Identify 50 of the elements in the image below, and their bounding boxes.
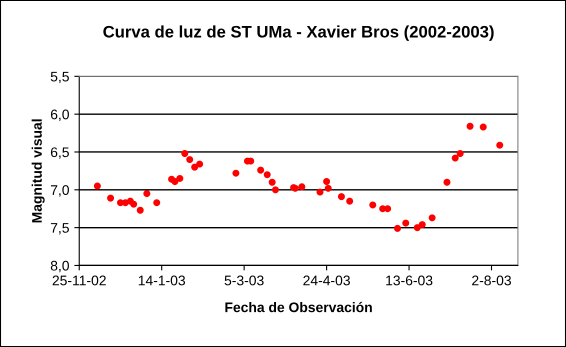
chart-title: Curva de luz de ST UMa - Xavier Bros (2002-2003) bbox=[103, 25, 494, 41]
y-tick-label: 7,5 bbox=[50, 223, 69, 234]
point bbox=[456, 150, 464, 157]
point bbox=[338, 193, 345, 200]
point bbox=[466, 122, 474, 130]
y-axis-title: Magnitud visual bbox=[32, 119, 45, 222]
point bbox=[107, 194, 114, 202]
point bbox=[394, 224, 401, 232]
x-tick-label: 14-1-03 bbox=[138, 276, 186, 286]
point bbox=[257, 166, 264, 174]
x-axis-title: Fecha de Observación bbox=[225, 302, 372, 312]
x-tick-label: 25-11-02 bbox=[52, 276, 106, 286]
point bbox=[346, 198, 354, 205]
point bbox=[316, 188, 324, 196]
point bbox=[176, 174, 184, 182]
point bbox=[402, 220, 410, 227]
point bbox=[323, 178, 330, 185]
y-tick-label: 6,5 bbox=[50, 147, 69, 159]
point bbox=[94, 182, 101, 190]
point bbox=[480, 124, 487, 130]
point bbox=[324, 184, 332, 192]
point bbox=[181, 150, 188, 157]
point bbox=[272, 186, 279, 194]
point bbox=[153, 199, 160, 206]
point bbox=[264, 171, 271, 178]
point bbox=[428, 214, 436, 222]
point bbox=[171, 178, 178, 185]
point bbox=[196, 160, 204, 168]
y-tick-label: 7,0 bbox=[50, 185, 69, 197]
point bbox=[136, 206, 144, 214]
point bbox=[384, 205, 392, 212]
x-tick-label: 5-3-03 bbox=[224, 276, 264, 286]
point bbox=[143, 190, 150, 198]
point bbox=[369, 201, 376, 208]
y-tick-label: 5,5 bbox=[50, 72, 69, 84]
point bbox=[186, 156, 194, 164]
point bbox=[130, 200, 138, 208]
y-tick-label: 6,0 bbox=[50, 109, 69, 121]
point bbox=[298, 183, 306, 190]
point bbox=[496, 142, 504, 149]
x-tick-label: 2-8-03 bbox=[472, 276, 511, 286]
x-tick-label: 24-4-03 bbox=[303, 276, 350, 286]
point bbox=[418, 221, 426, 228]
point bbox=[452, 154, 459, 162]
point bbox=[232, 170, 240, 177]
point bbox=[191, 164, 198, 171]
point bbox=[444, 178, 450, 186]
x-tick-label: 13-6-03 bbox=[386, 276, 432, 286]
y-tick-label: 8,0 bbox=[50, 260, 69, 272]
point bbox=[268, 178, 276, 186]
